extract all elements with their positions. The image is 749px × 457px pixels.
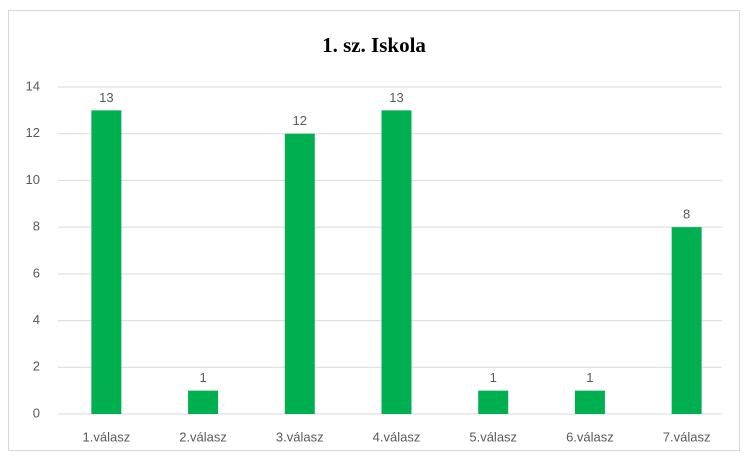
bar <box>91 110 122 414</box>
x-tick-label: 6.válasz <box>566 429 614 444</box>
bar <box>381 110 412 414</box>
y-tick-label: 0 <box>33 405 40 420</box>
y-tick-label: 2 <box>33 359 40 374</box>
data-label: 1 <box>199 370 206 385</box>
x-tick-label: 7.válasz <box>663 429 711 444</box>
y-tick-label: 14 <box>26 78 40 93</box>
x-tick-label: 3.válasz <box>276 429 324 444</box>
bar <box>478 390 509 414</box>
chart-title: 1. sz. Iskola <box>322 33 426 57</box>
x-tick-label: 2.válasz <box>179 429 227 444</box>
y-tick-label: 10 <box>26 172 40 187</box>
chart-border <box>8 10 740 451</box>
data-label: 13 <box>99 90 113 105</box>
data-label: 13 <box>389 90 403 105</box>
y-tick-label: 12 <box>26 125 40 140</box>
data-label: 8 <box>683 207 690 222</box>
data-label: 1 <box>586 370 593 385</box>
data-label: 12 <box>293 113 307 128</box>
y-tick-label: 6 <box>33 265 40 280</box>
bar <box>574 390 605 414</box>
y-tick-label: 4 <box>33 312 40 327</box>
y-tick-label: 8 <box>33 219 40 234</box>
bar <box>188 390 219 414</box>
bar <box>284 133 315 414</box>
x-tick-label: 5.válasz <box>469 429 517 444</box>
x-tick-label: 4.válasz <box>373 429 421 444</box>
x-tick-label: 1.válasz <box>83 429 131 444</box>
data-label: 1 <box>490 370 497 385</box>
bar <box>671 227 702 414</box>
